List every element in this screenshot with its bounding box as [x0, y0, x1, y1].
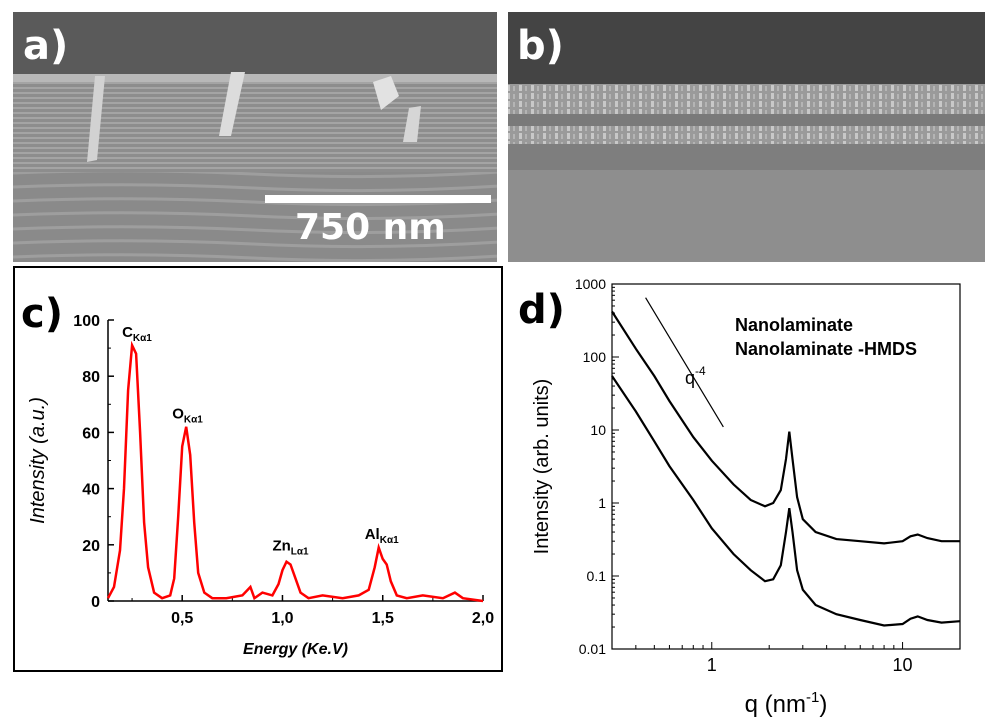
scale-bar	[265, 195, 491, 203]
slope-annotation-d: q-4	[685, 364, 706, 388]
panel-label-b: b)	[517, 23, 564, 69]
y-tick-label-d: 0.01	[579, 641, 606, 657]
panel-label-a: a)	[23, 23, 69, 69]
y-tick-label-d: 1	[598, 495, 606, 511]
x-tick-label-d: 10	[893, 655, 913, 675]
legend-entry-d: Nanolaminate -HMDS	[735, 339, 917, 359]
panel-label-c: c)	[21, 291, 63, 337]
chart-c-panel: c)	[13, 266, 503, 672]
sem-image-b-picture	[505, 12, 985, 262]
series-line-d	[611, 375, 961, 627]
legend-entry-d: Nanolaminate	[735, 315, 853, 335]
slope-reference-line-d	[645, 297, 724, 428]
series-line-d	[611, 310, 960, 545]
y-tick-label-d: 10	[590, 422, 606, 438]
panel-label-d: d)	[518, 287, 565, 333]
y-tick-label-d: 0.1	[587, 568, 607, 584]
x-tick-label-d: 1	[707, 655, 717, 675]
y-tick-label-d: 100	[583, 349, 607, 365]
y-axis-label-d: Intensity (arb. units)	[531, 379, 553, 555]
sem-image-b: b)	[505, 12, 985, 262]
sem-image-a: a) 750 nm	[13, 12, 500, 262]
x-axis-label-d: q (nm-1)	[745, 689, 828, 718]
plot-frame-d	[611, 283, 961, 650]
scale-bar-label: 750 nm	[295, 207, 446, 248]
sem-image-a-picture	[13, 12, 500, 262]
y-tick-label-d: 1000	[575, 276, 606, 292]
